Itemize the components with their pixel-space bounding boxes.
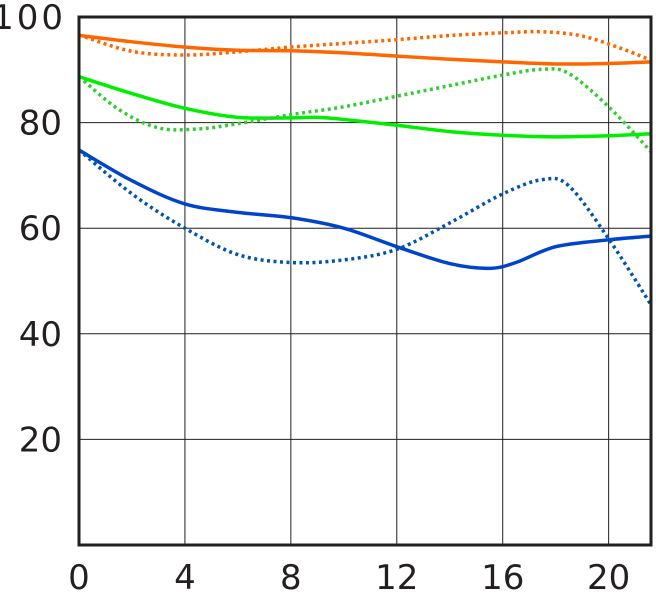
series-line-1-solid — [79, 33, 651, 66]
x-tick-label: 20 — [587, 558, 630, 594]
y-tick-label: 20 — [19, 420, 62, 460]
x-tick-label: 12 — [375, 558, 418, 594]
plot-frame — [77, 15, 653, 547]
x-tick-label: 4 — [174, 558, 196, 594]
y-tick-label: 80 — [19, 104, 62, 144]
y-tick-label: 60 — [19, 209, 62, 249]
series-line-4-dotted — [79, 67, 651, 153]
series-line-6-dotted — [79, 148, 651, 306]
x-axis-tick-labels: 0 4 8 12 16 20 — [68, 558, 630, 594]
x-tick-label: 8 — [280, 558, 302, 594]
series-line-2-dotted — [79, 29, 651, 62]
x-tick-label: 16 — [481, 558, 524, 594]
x-tick-label: 0 — [68, 558, 90, 594]
y-tick-label: 40 — [19, 315, 62, 355]
series-line-5-solid — [79, 148, 651, 271]
y-axis-tick-labels: 20 40 60 80 100 — [0, 0, 66, 460]
series-line-3-solid — [79, 74, 651, 139]
grid-lines — [79, 17, 651, 545]
y-tick-label: 100 — [0, 0, 66, 38]
series-lines — [79, 29, 651, 306]
